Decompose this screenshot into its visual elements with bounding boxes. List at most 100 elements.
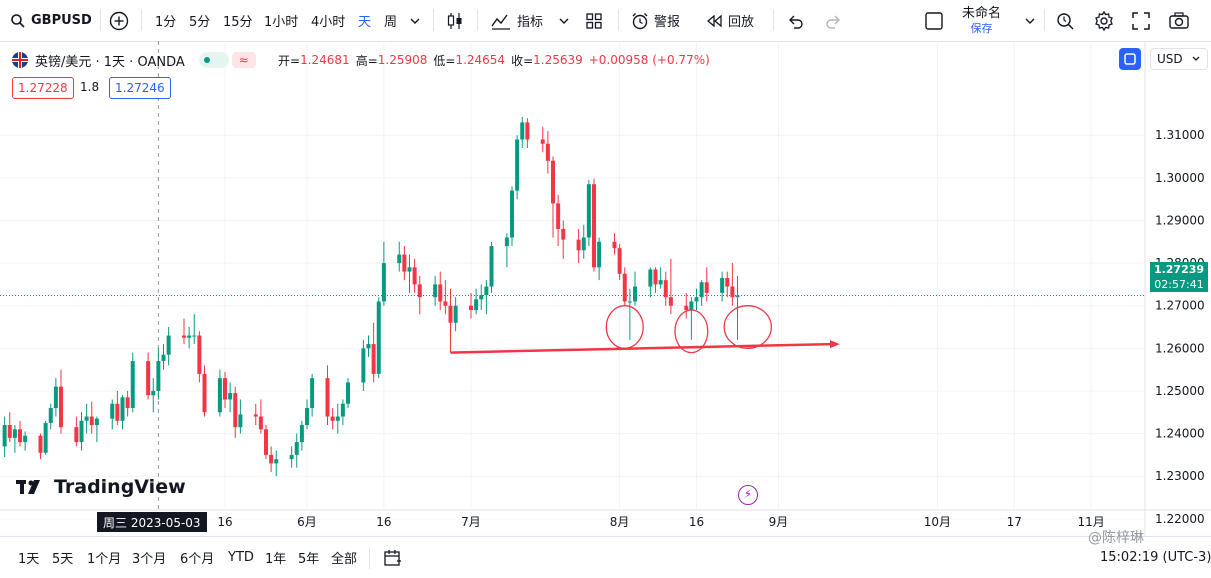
frame-icon <box>1124 53 1136 65</box>
range-ytd[interactable]: YTD <box>228 550 254 565</box>
range-1y[interactable]: 1年 <box>265 552 287 567</box>
goto-date-button[interactable] <box>383 537 403 578</box>
candle-body <box>84 416 89 421</box>
candle-body <box>7 425 12 438</box>
alarm-clock-icon <box>632 12 648 29</box>
divider <box>618 9 619 31</box>
snapshot-button[interactable] <box>1168 0 1190 41</box>
range-1d[interactable]: 1天 <box>18 552 40 567</box>
x-tick-label: 7月 <box>461 515 481 529</box>
replay-button[interactable]: 回放 <box>706 0 754 41</box>
fullscreen-button[interactable] <box>1131 0 1151 41</box>
interval-4h[interactable]: 4小时 <box>311 15 346 30</box>
candle-body <box>510 190 514 238</box>
price-chart[interactable]: 1.310001.300001.290001.280001.270001.260… <box>0 41 1211 536</box>
range-5d[interactable]: 5天 <box>52 552 74 567</box>
candle-body <box>448 305 453 323</box>
auto-scale-button[interactable] <box>1119 48 1141 70</box>
currency-select[interactable]: USD <box>1150 48 1208 70</box>
range-6m[interactable]: 6个月 <box>180 552 215 567</box>
chevron-down-icon <box>559 18 569 24</box>
high-value: 1.25908 <box>377 53 428 67</box>
quick-search-button[interactable] <box>1055 0 1075 41</box>
settings-button[interactable] <box>1093 0 1115 41</box>
candle-body <box>264 429 268 455</box>
candle-body <box>515 139 520 191</box>
candle-body <box>627 301 632 303</box>
candle-body <box>274 459 279 464</box>
chevron-down-icon <box>1025 18 1035 24</box>
indicators-dropdown[interactable] <box>558 0 570 41</box>
candle-body <box>89 416 94 426</box>
candle-body <box>130 361 135 408</box>
candle-body <box>545 143 550 161</box>
candle-body <box>438 284 443 302</box>
grid-icon <box>586 12 602 29</box>
indicators-button[interactable]: 指标 <box>490 0 543 41</box>
y-tick-label: 1.27000 <box>1155 299 1205 313</box>
candle-body <box>151 390 156 396</box>
candle-body <box>663 280 668 298</box>
watermark-text: @陈梓琳 <box>1088 530 1144 546</box>
interval-1m[interactable]: 1分 <box>155 15 177 30</box>
candle-body <box>53 386 58 408</box>
templates-button[interactable] <box>585 0 603 41</box>
candle-body <box>182 335 186 338</box>
clock-display[interactable]: 15:02:19 (UTC-3) <box>1100 550 1211 565</box>
candle-body <box>653 269 658 285</box>
candle-body <box>469 305 473 310</box>
alert-button[interactable]: 警报 <box>630 0 680 41</box>
range-3m[interactable]: 3个月 <box>132 552 167 567</box>
divider <box>369 547 370 569</box>
undo-button[interactable] <box>787 0 805 41</box>
interval-1h[interactable]: 1小时 <box>264 15 299 30</box>
candle-body <box>597 241 602 268</box>
candle-body <box>612 241 617 249</box>
candle-body <box>74 427 79 443</box>
interval-dropdown[interactable] <box>409 0 421 41</box>
interval-1w[interactable]: 周 <box>384 15 398 30</box>
buy-price-box[interactable]: 1.27246 <box>109 77 171 99</box>
layout-dropdown[interactable] <box>1024 0 1036 41</box>
candle-body <box>238 414 243 428</box>
event-marker-icon[interactable]: ⚡ <box>738 485 758 505</box>
candle-body <box>289 454 294 460</box>
layout-select-toggle[interactable] <box>924 0 944 41</box>
sell-price-box[interactable]: 1.27228 <box>12 77 74 99</box>
chart-pane[interactable]: 1.310001.300001.290001.280001.270001.260… <box>0 41 1211 536</box>
compare-button[interactable] <box>109 0 129 41</box>
layout-name-button[interactable]: 未命名 保存 <box>962 0 1001 41</box>
x-tick-label: 8月 <box>610 515 630 529</box>
chart-type-button[interactable] <box>445 0 465 41</box>
interval-15m[interactable]: 15分 <box>223 15 253 30</box>
candle-body <box>43 422 48 453</box>
range-all[interactable]: 全部 <box>331 552 358 567</box>
interval-1d[interactable]: 天 <box>358 15 372 30</box>
candle-body <box>217 378 222 413</box>
indicator-toggle-icon[interactable]: ≈ <box>231 52 256 68</box>
x-tick-label: 6月 <box>297 515 317 529</box>
candle-body <box>576 239 581 251</box>
candle-body <box>556 203 561 229</box>
candle-body <box>361 348 366 383</box>
range-1m[interactable]: 1个月 <box>87 552 122 567</box>
tradingview-logo[interactable]: TradingView <box>16 476 186 498</box>
legend-title[interactable]: 英镑/美元 · 1天 · OANDA <box>35 54 185 70</box>
candle-body <box>720 278 725 293</box>
range-5y[interactable]: 5年 <box>298 552 320 567</box>
candle-body <box>699 282 704 298</box>
candle-body <box>735 295 740 298</box>
interval-5m[interactable]: 5分 <box>189 15 211 30</box>
redo-button[interactable] <box>824 0 842 41</box>
symbol-search[interactable]: GBPUSD <box>10 0 92 41</box>
symbol-legend: 英镑/美元 · 1天 · OANDA ≈ <box>12 50 256 70</box>
indicators-icon <box>491 14 510 30</box>
candle-body <box>146 361 151 396</box>
candle-body <box>525 122 530 140</box>
candle-body <box>561 228 566 240</box>
candle-body <box>648 269 653 287</box>
y-tick-label: 1.29000 <box>1155 213 1205 227</box>
divider <box>100 9 101 31</box>
candle-body <box>197 335 202 374</box>
candle-body <box>94 418 99 426</box>
